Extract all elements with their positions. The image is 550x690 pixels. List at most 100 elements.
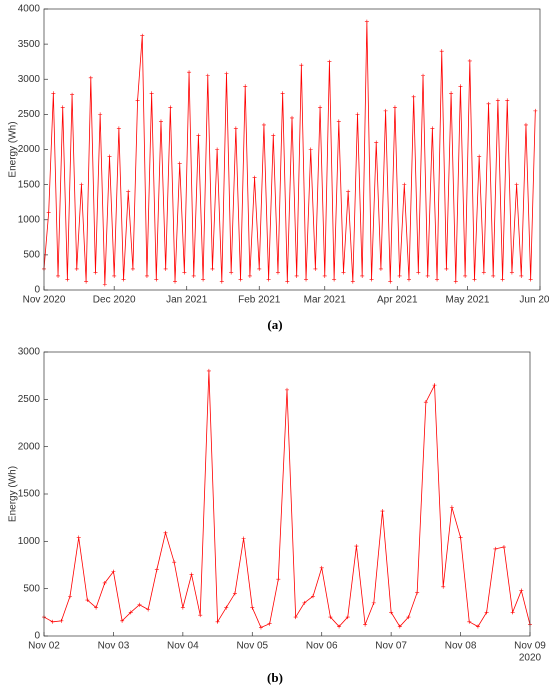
data-marker — [154, 277, 159, 282]
data-marker — [449, 505, 454, 510]
x-tick-label: Nov 06 — [306, 641, 338, 652]
data-marker — [271, 133, 276, 138]
data-marker — [215, 619, 220, 624]
x-tick-label: Nov 02 — [28, 641, 60, 652]
data-marker — [261, 122, 266, 127]
data-marker — [302, 600, 307, 605]
data-marker — [135, 98, 140, 103]
data-marker — [319, 565, 324, 570]
data-marker — [266, 277, 271, 282]
data-marker — [201, 277, 206, 282]
data-marker — [311, 594, 316, 599]
x-tick-label: Jun 2021 — [519, 295, 550, 306]
data-marker — [177, 161, 182, 166]
data-marker — [294, 273, 299, 278]
y-tick-label: 1000 — [18, 214, 41, 225]
data-marker — [116, 126, 121, 131]
data-marker — [182, 270, 187, 275]
data-marker — [285, 387, 289, 392]
data-marker — [285, 279, 290, 284]
data-marker — [299, 63, 304, 68]
x-tick-label: Nov 2020 — [23, 295, 66, 306]
data-marker — [210, 266, 215, 271]
data-marker — [267, 621, 272, 626]
data-marker — [397, 273, 402, 278]
data-marker — [463, 273, 468, 278]
y-tick-label: 1500 — [18, 179, 41, 190]
data-marker — [163, 266, 168, 271]
data-marker — [453, 279, 458, 284]
data-marker — [60, 105, 65, 110]
y-tick-label: 3000 — [18, 347, 41, 358]
data-marker — [519, 273, 524, 278]
y-tick-label: 1500 — [18, 489, 41, 500]
data-marker — [219, 279, 224, 284]
data-marker — [415, 590, 420, 595]
data-marker — [172, 560, 177, 565]
data-marker — [519, 588, 524, 593]
data-marker — [229, 270, 234, 275]
data-marker — [505, 98, 510, 103]
plot-area — [44, 9, 540, 290]
data-marker — [111, 569, 116, 574]
data-marker — [509, 270, 514, 275]
data-marker — [397, 624, 402, 629]
y-tick-label: 4000 — [18, 4, 41, 15]
data-marker — [458, 84, 463, 89]
data-marker — [501, 545, 506, 550]
data-marker — [56, 273, 61, 278]
data-marker — [363, 622, 368, 627]
data-marker — [425, 273, 430, 278]
data-marker — [364, 19, 369, 24]
data-marker — [84, 279, 89, 284]
x-tick-label: May 2021 — [446, 295, 490, 306]
axes-box — [43, 351, 531, 637]
data-marker — [46, 210, 51, 215]
data-marker — [491, 273, 496, 278]
data-marker — [276, 577, 281, 582]
data-marker — [337, 624, 342, 629]
x-tick-label: Nov 04 — [167, 641, 199, 652]
y-axis-label: Energy (Wh) — [8, 466, 19, 522]
data-marker — [416, 270, 421, 275]
data-marker — [275, 270, 280, 275]
x-annotation: 2020 — [519, 653, 542, 664]
data-marker — [146, 607, 151, 612]
data-marker — [112, 273, 117, 278]
data-marker — [102, 580, 107, 585]
data-marker — [94, 605, 99, 610]
data-marker — [247, 273, 252, 278]
y-tick-label: 0 — [34, 631, 40, 642]
data-marker — [198, 613, 203, 618]
data-marker — [467, 58, 472, 63]
data-marker — [74, 266, 79, 271]
data-marker — [371, 600, 376, 605]
data-marker — [189, 572, 194, 577]
data-marker — [313, 266, 318, 271]
data-marker — [493, 546, 498, 551]
data-marker — [65, 277, 70, 282]
y-tick-label: 2000 — [18, 441, 41, 452]
data-marker — [154, 567, 159, 572]
data-marker — [280, 91, 285, 96]
data-marker — [70, 92, 75, 97]
x-tick-label: Jan 2021 — [166, 295, 208, 306]
data-marker — [369, 277, 374, 282]
y-tick-label: 3000 — [18, 74, 41, 85]
data-marker — [458, 535, 463, 540]
caption: (b) — [267, 670, 283, 685]
data-marker — [332, 277, 337, 282]
data-marker — [128, 610, 133, 615]
y-tick-label: 2500 — [18, 394, 41, 405]
data-marker — [158, 119, 163, 124]
data-marker — [243, 84, 248, 89]
data-marker — [93, 270, 98, 275]
x-tick-label: Feb 2021 — [238, 295, 281, 306]
y-tick-label: 2000 — [18, 144, 41, 155]
data-marker — [88, 75, 93, 80]
data-marker — [318, 105, 323, 110]
x-tick-label: Nov 03 — [98, 641, 130, 652]
x-tick-label: Dec 2020 — [93, 295, 136, 306]
data-marker — [102, 282, 107, 287]
